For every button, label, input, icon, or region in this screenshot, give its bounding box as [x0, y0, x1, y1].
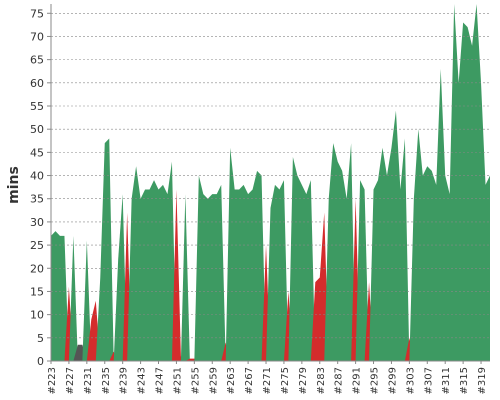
x-tick-label: #275: [280, 367, 291, 394]
x-tick-label: #267: [244, 367, 255, 394]
x-tick-label: #259: [208, 367, 219, 394]
x-tick-label: #263: [226, 367, 237, 394]
y-tick-label: 40: [30, 170, 44, 183]
x-tick-label: #223: [47, 367, 58, 394]
x-tick-label: #291: [352, 367, 363, 394]
y-tick-label: 15: [30, 285, 44, 298]
y-tick-label: 0: [37, 355, 44, 368]
area: [310, 212, 329, 361]
area: [171, 189, 186, 361]
x-tick-label: #243: [137, 367, 148, 394]
y-axis-label: mins: [6, 166, 22, 204]
area: [95, 138, 114, 361]
x-tick-label: #251: [172, 367, 183, 394]
x-tick-label: #287: [334, 367, 345, 394]
y-tick-label: 55: [30, 100, 44, 113]
y-tick-label: 75: [30, 7, 44, 20]
area: [180, 194, 190, 361]
y-tick-label: 35: [30, 193, 44, 206]
x-tick-label: #271: [262, 367, 273, 394]
x-tick-label: #315: [459, 367, 470, 394]
area: [324, 143, 356, 361]
x-tick-label: #283: [316, 367, 327, 394]
x-tick-label: #307: [423, 367, 434, 394]
y-tick-label: 70: [30, 30, 44, 43]
x-tick-label: #303: [405, 367, 416, 394]
x-tick-label: #247: [155, 367, 166, 394]
x-tick-label: #255: [190, 367, 201, 394]
y-tick-label: 30: [30, 216, 44, 229]
x-tick-label: #279: [298, 367, 309, 394]
x-tick-label: #295: [370, 367, 381, 394]
y-tick-label: 5: [37, 332, 44, 345]
area: [355, 180, 370, 361]
y-tick-label: 60: [30, 77, 44, 90]
area: [266, 180, 289, 361]
area: [127, 161, 177, 361]
x-tick-label: #239: [119, 367, 130, 394]
y-tick-label: 10: [30, 309, 44, 322]
area: [369, 110, 410, 362]
area: [82, 240, 92, 361]
x-tick-label: #235: [101, 367, 112, 394]
area: [68, 235, 78, 361]
area: [113, 194, 128, 361]
y-tick-label: 25: [30, 239, 44, 252]
x-tick-label: #311: [441, 367, 452, 394]
y-tick-label: 20: [30, 262, 44, 275]
area: [288, 157, 316, 361]
y-tick-label: 50: [30, 123, 44, 136]
x-tick-label: #231: [83, 367, 94, 394]
x-tick-label: #299: [387, 367, 398, 394]
y-tick-label: 65: [30, 54, 44, 67]
x-tick-label: #227: [65, 367, 76, 394]
y-tick-label: 45: [30, 146, 44, 159]
area: [409, 4, 490, 361]
area: [225, 147, 267, 361]
area: [194, 175, 226, 361]
area: [51, 231, 69, 361]
x-tick-label: #319: [477, 367, 488, 394]
